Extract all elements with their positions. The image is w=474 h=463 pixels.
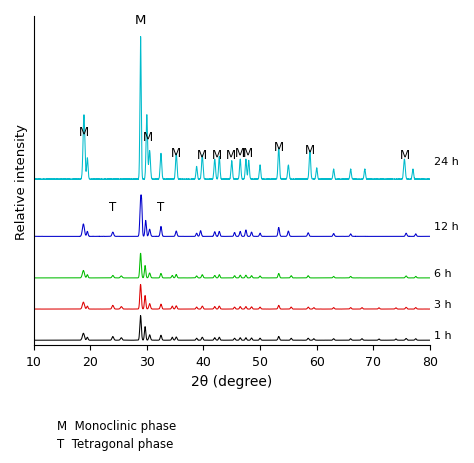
Text: M: M — [305, 144, 315, 156]
Text: 3 h: 3 h — [435, 299, 452, 309]
Text: T  Tetragonal phase: T Tetragonal phase — [57, 438, 173, 450]
Text: M: M — [171, 146, 182, 159]
Text: M: M — [143, 131, 153, 144]
Text: T: T — [109, 200, 117, 213]
Text: 1 h: 1 h — [435, 330, 452, 340]
Y-axis label: Relative intensity: Relative intensity — [15, 123, 28, 239]
Text: M: M — [273, 141, 284, 154]
Text: 24 h: 24 h — [435, 157, 459, 167]
Text: T: T — [157, 200, 164, 213]
Text: M  Monoclinic phase: M Monoclinic phase — [57, 419, 176, 432]
Text: M: M — [235, 146, 246, 159]
Text: M: M — [400, 149, 410, 162]
Text: M: M — [135, 14, 146, 27]
Text: 6 h: 6 h — [435, 268, 452, 278]
Text: M: M — [197, 149, 207, 162]
X-axis label: 2θ (degree): 2θ (degree) — [191, 374, 273, 388]
Text: M: M — [212, 149, 222, 162]
Text: M: M — [243, 146, 253, 159]
Text: 12 h: 12 h — [435, 221, 459, 232]
Text: M: M — [79, 125, 89, 138]
Text: M: M — [226, 149, 236, 162]
